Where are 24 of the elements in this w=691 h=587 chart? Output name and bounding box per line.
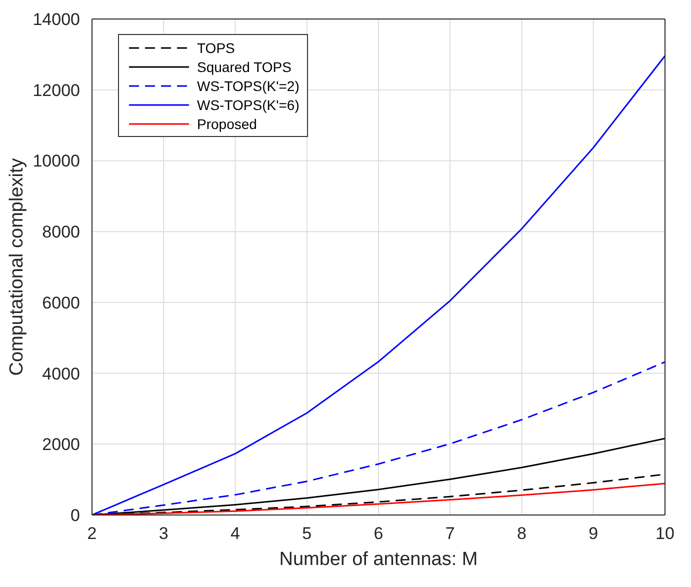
y-tick-label: 2000 [42,435,80,454]
legend-label: WS-TOPS(K'=6) [197,96,300,112]
y-tick-label: 12000 [32,80,80,100]
y-tick-label: 0 [70,506,80,526]
legend-label: Proposed [197,116,257,132]
y-tick-label: 8000 [42,222,80,242]
legend-label: TOPS [197,40,235,56]
x-tick-label: 7 [445,524,455,544]
y-axis-title: Computational complexity [6,158,28,376]
x-tick-label: 9 [588,524,598,544]
legend-label: WS-TOPS(K'=2) [197,78,300,94]
x-tick-label: 3 [158,524,168,544]
y-tick-label: 6000 [42,293,80,312]
x-tick-label: 4 [230,524,240,544]
y-tick-label: 10000 [32,152,80,171]
x-axis-title: Number of antennas: M [279,549,478,570]
x-tick-label: 2 [87,524,97,544]
y-tick-label: 14000 [32,10,80,30]
x-tick-label: 10 [656,524,674,544]
legend-label: Squared TOPS [197,58,292,74]
x-tick-label: 6 [374,524,384,544]
y-tick-label: 4000 [42,364,80,384]
x-tick-label: 8 [517,524,526,544]
x-tick-label: 5 [302,524,312,544]
